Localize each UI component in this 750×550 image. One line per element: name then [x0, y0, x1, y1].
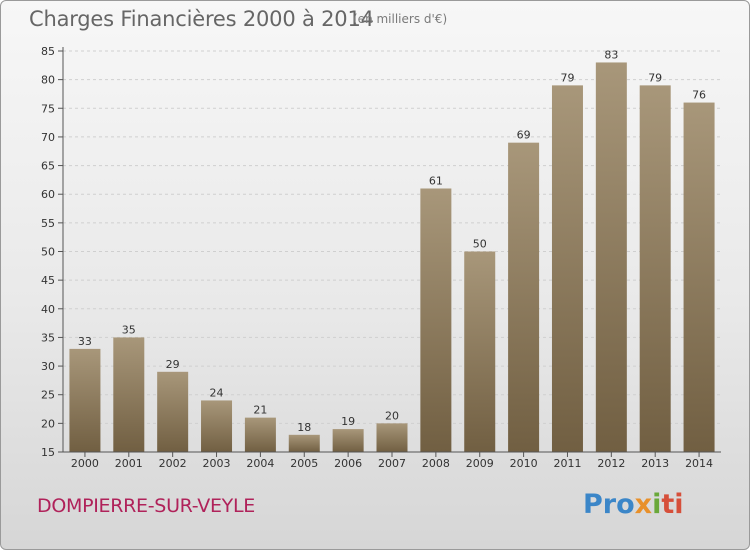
y-tick-label: 40 — [41, 303, 55, 316]
y-tick-label: 75 — [41, 102, 55, 115]
bar — [157, 371, 189, 452]
bar-value-label: 76 — [692, 89, 706, 102]
x-tick-label: 2006 — [334, 457, 362, 470]
y-tick-label: 65 — [41, 160, 55, 173]
axes: 15 20 25 30 35 40 45 50 55 60 65 70 75 80 85 2000 2001 20… — [41, 45, 721, 470]
x-tick-label: 2011 — [553, 457, 581, 470]
bar — [551, 85, 583, 452]
y-tick-label: 80 — [41, 74, 55, 87]
bar-value-label: 35 — [122, 323, 136, 336]
x-tick-label: 2002 — [159, 457, 187, 470]
x-tick-label: 2008 — [422, 457, 450, 470]
bar-value-label: 61 — [429, 174, 443, 187]
bar-value-label: 20 — [385, 409, 399, 422]
y-tick-label: 45 — [41, 274, 55, 287]
x-tick-label: 2012 — [597, 457, 625, 470]
bar — [464, 251, 496, 452]
y-tick-label: 35 — [41, 331, 55, 344]
bar-value-label: 69 — [517, 129, 531, 142]
bar-value-label: 29 — [166, 358, 180, 371]
y-tick-label: 55 — [41, 217, 55, 230]
x-tick-label: 2009 — [466, 457, 494, 470]
bars: 33 35 29 24 21 18 19 20 61 50 69 79 83 79 76 — [69, 48, 715, 453]
y-tick-label: 25 — [41, 389, 55, 402]
y-tick-label: 60 — [41, 188, 55, 201]
x-tick-label: 2001 — [115, 457, 143, 470]
x-tick-label: 2007 — [378, 457, 406, 470]
chart-title: Charges Financières 2000 à 2014 — [29, 7, 374, 31]
bar-value-label: 18 — [297, 421, 311, 434]
bar — [113, 337, 145, 452]
y-tick-label: 85 — [41, 45, 55, 58]
y-tick-label: 30 — [41, 360, 55, 373]
bar — [244, 417, 276, 452]
bar — [508, 142, 540, 452]
x-tick-label: 2014 — [685, 457, 713, 470]
x-tick-label: 2005 — [290, 457, 318, 470]
bar — [376, 423, 408, 452]
bar — [595, 62, 627, 452]
x-tick-label: 2004 — [246, 457, 274, 470]
y-tick-label: 50 — [41, 246, 55, 259]
bar-value-label: 33 — [78, 335, 92, 348]
x-tick-label: 2010 — [510, 457, 538, 470]
y-tick-label: 70 — [41, 131, 55, 144]
bar-value-label: 79 — [560, 71, 574, 84]
bar-value-label: 19 — [341, 415, 355, 428]
commune-name: DOMPIERRE-SUR-VEYLE — [37, 495, 255, 517]
x-tick-label: 2013 — [641, 457, 669, 470]
bar — [288, 434, 320, 452]
bar — [683, 102, 715, 453]
bar-value-label: 83 — [604, 48, 618, 61]
bar — [69, 348, 101, 452]
x-tick-label: 2000 — [71, 457, 99, 470]
bar — [420, 188, 452, 452]
bar-value-label: 50 — [473, 238, 487, 251]
bar — [201, 400, 233, 452]
bar — [332, 429, 364, 452]
x-tick-label: 2003 — [203, 457, 231, 470]
bar — [639, 85, 671, 452]
bar-value-label: 21 — [253, 404, 267, 417]
proxiti-logo: Proxiti — [583, 489, 684, 520]
y-tick-label: 20 — [41, 417, 55, 430]
chart-subtitle: (en milliers d'€) — [353, 12, 448, 26]
y-tick-label: 15 — [41, 446, 55, 459]
bar-value-label: 24 — [210, 386, 224, 399]
bar-value-label: 79 — [648, 71, 662, 84]
